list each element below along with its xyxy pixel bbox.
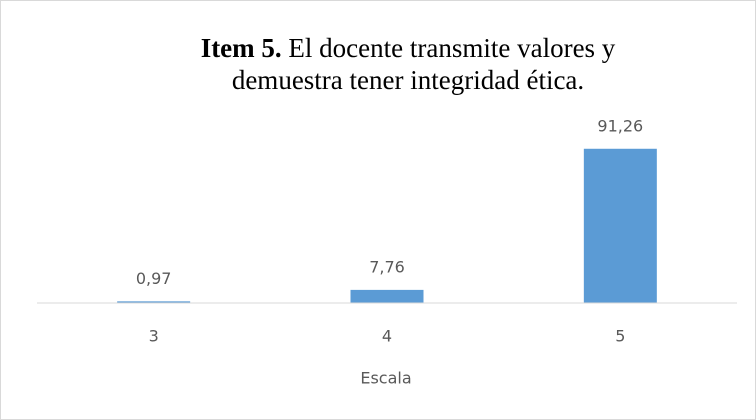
title-bold: Item 5. bbox=[200, 33, 282, 63]
value-label: 91,26 bbox=[597, 116, 643, 135]
title-text: El docente transmite valores y demuestra… bbox=[231, 33, 616, 95]
value-label: 0,97 bbox=[136, 269, 172, 288]
x-axis-label: Escala bbox=[360, 369, 411, 388]
value-label: 7,76 bbox=[369, 257, 405, 276]
x-tick-label: 4 bbox=[382, 327, 392, 346]
chart-title: Item 5. El docente transmite valores y d… bbox=[150, 32, 666, 96]
x-tick-label: 3 bbox=[149, 327, 159, 346]
bar bbox=[350, 289, 424, 303]
bar bbox=[117, 301, 191, 303]
x-tick-label: 5 bbox=[615, 327, 625, 346]
bar bbox=[583, 148, 657, 303]
